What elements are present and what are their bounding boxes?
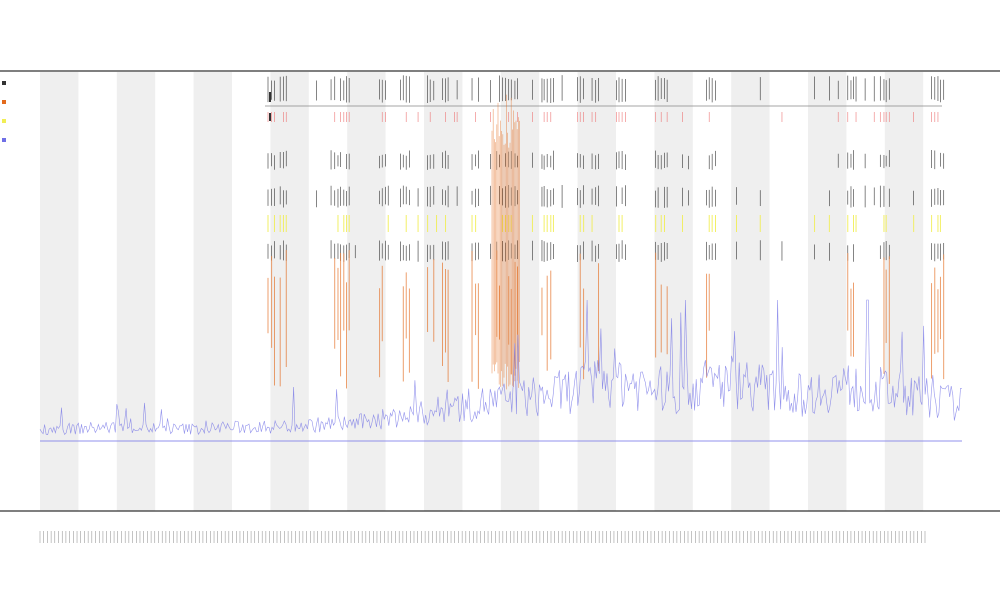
legend-swatch: [2, 119, 6, 123]
legend-swatch: [2, 81, 6, 85]
legend-swatch: [2, 138, 6, 142]
legend-item: [2, 80, 14, 99]
background-band: [884, 72, 924, 511]
background-band: [116, 72, 156, 511]
background-band: [270, 72, 309, 511]
legend: [2, 80, 14, 156]
legend-swatch: [2, 100, 6, 104]
legend-item: [2, 118, 14, 137]
background-band: [808, 72, 847, 511]
background-band: [731, 72, 770, 511]
series-line: [39, 299, 963, 436]
background-band: [654, 72, 693, 511]
background-band: [347, 72, 386, 511]
background-band: [424, 72, 463, 511]
background-band: [40, 72, 79, 511]
legend-item: [2, 137, 14, 156]
background-band: [193, 72, 232, 511]
background-band: [500, 72, 540, 511]
legend-item: [2, 99, 14, 118]
